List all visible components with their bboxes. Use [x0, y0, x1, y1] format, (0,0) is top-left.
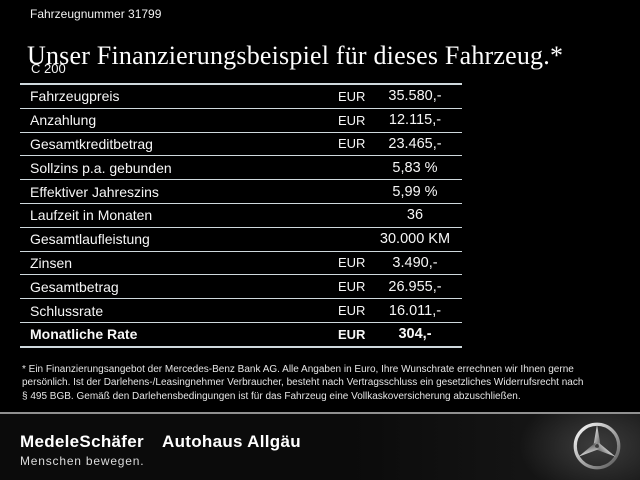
row-currency: EUR [338, 112, 366, 128]
row-label: Fahrzeugpreis [30, 88, 120, 105]
row-value: 16.011,- [388, 302, 442, 319]
page-title: Unser Finanzierungsbeispiel für dieses F… [27, 41, 564, 71]
mercedes-star-icon [572, 421, 622, 471]
row-value: 36 [406, 207, 424, 224]
row-label: Gesamtbetrag [30, 278, 119, 295]
table-row-laufzeit: Laufzeit in Monaten 36 [20, 204, 462, 228]
footnote-line: * Ein Finanzierungsangebot der Mercedes-… [22, 364, 574, 375]
table-row-fahrzeugpreis: Fahrzeugpreis EUR 35.580,- [20, 85, 462, 109]
row-value: 30.000 KM [379, 231, 451, 248]
table-row-gesamtlaufleistung: Gesamtlaufleistung 30.000 KM [20, 228, 462, 252]
vehicle-number: Fahrzeugnummer 31799 [30, 7, 162, 21]
model-name: C 200 [31, 61, 66, 76]
row-value: 3.490,- [392, 254, 438, 271]
row-value: 23.465,- [388, 135, 442, 152]
row-label: Gesamtlaufleistung [30, 231, 150, 248]
table-row-gesamtkreditbetrag: Gesamtkreditbetrag EUR 23.465,- [20, 133, 462, 157]
row-value: 26.955,- [388, 278, 442, 295]
table-row-schlussrate: Schlussrate EUR 16.011,- [20, 299, 462, 323]
footnote-line: persönlich. Ist der Darlehens-/Leasingne… [22, 377, 584, 389]
dealer-logo-medele-schaefer: MedeleSchäfer [20, 432, 144, 451]
row-label: Zinsen [30, 254, 73, 271]
footer-divider [0, 412, 640, 414]
row-label: Laufzeit in Monaten [30, 207, 153, 224]
row-currency: EUR [338, 136, 366, 152]
row-currency: EUR [338, 303, 366, 319]
table-row-sollzins: Sollzins p.a. gebunden 5,83 % [20, 156, 462, 181]
table-row-gesamtbetrag: Gesamtbetrag EUR 26.955,- [20, 275, 462, 300]
table-row-effektiver-jahreszins: Effektiver Jahreszins 5,99 % [20, 180, 462, 204]
footer-bar [0, 414, 640, 480]
row-label: Anzahlung [30, 112, 97, 129]
row-currency: EUR [338, 88, 366, 104]
dealer-logo-autohaus-allgaeu: Autohaus Allgäu [162, 432, 301, 451]
row-value: 304,- [398, 326, 432, 343]
row-currency: EUR [338, 255, 366, 271]
footnote-line: § 495 BGB. Gemäß den Darlehensbedingunge… [22, 390, 521, 402]
table-row-zinsen: Zinsen EUR 3.490,- [20, 252, 462, 276]
row-value: 5,99 % [392, 183, 438, 200]
row-value: 12.115,- [388, 112, 442, 129]
row-label: Gesamtkreditbetrag [30, 135, 153, 152]
row-label: Schlussrate [30, 302, 104, 319]
row-currency: EUR [338, 279, 366, 295]
row-value: 5,83 % [392, 159, 438, 176]
row-currency: EUR [338, 326, 366, 342]
row-label: Monatliche Rate [30, 326, 138, 343]
finance-table: Fahrzeugpreis EUR 35.580,- Anzahlung EUR… [20, 83, 462, 348]
row-label: Sollzins p.a. gebunden [30, 159, 172, 176]
table-row-monatliche-rate: Monatliche Rate EUR 304,- [20, 323, 462, 348]
legal-footnote: * Ein Finanzierungsangebot der Mercedes-… [22, 363, 628, 403]
dealer-tagline: Menschen bewegen. [20, 454, 145, 468]
row-label: Effektiver Jahreszins [30, 183, 159, 200]
table-row-anzahlung: Anzahlung EUR 12.115,- [20, 109, 462, 133]
row-value: 35.580,- [388, 88, 442, 105]
